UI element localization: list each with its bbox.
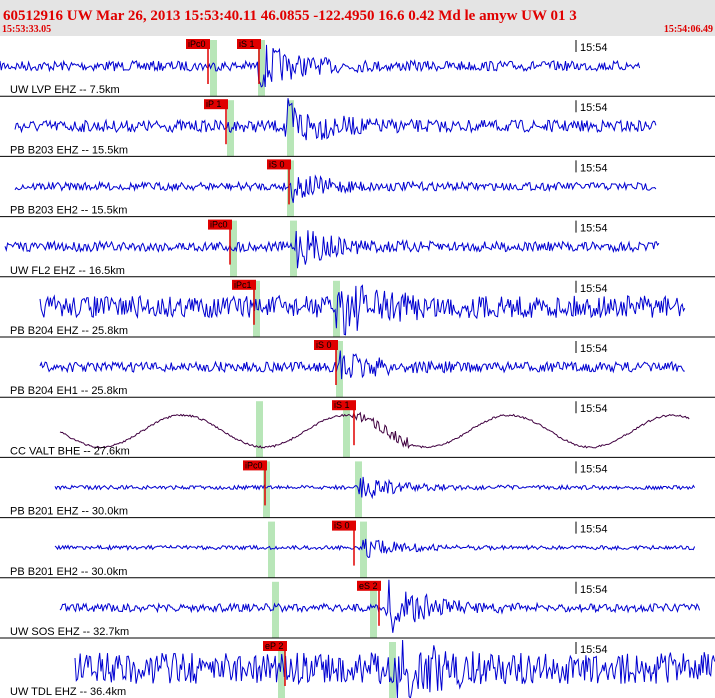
phase-window [272,581,279,638]
time-label: 15:54 [580,524,608,536]
phase-window [230,220,237,277]
time-label: 15:54 [580,343,608,355]
waveform [54,476,696,500]
station-label: PB B204 EHZ -- 25.8km [10,325,128,337]
event-title: 60512916 UW Mar 26, 2013 15:53:40.11 46.… [3,8,577,24]
time-label: 15:54 [580,42,608,54]
time-label: 15:54 [580,584,608,596]
pick-box [267,159,291,170]
waveform [14,98,657,141]
phase-window [278,642,285,698]
pick-box [357,580,381,591]
pick-label: eP 2 [265,641,283,651]
waveform [54,538,696,558]
phase-window [287,100,294,157]
pick-box [186,39,210,49]
phase-window [290,220,297,277]
phase-window [370,581,377,638]
station-label: UW SOS EHZ -- 32.7km [10,626,129,638]
pick-label: iPc0 [188,39,206,49]
phase-window [210,40,217,97]
phase-window [360,521,367,578]
phase-window [343,401,350,458]
pick-label: iPc0 [210,220,228,230]
time-label: 15:54 [580,162,608,174]
time-label: 15:54 [580,403,608,415]
time-label: 15:54 [580,102,608,114]
phase-window [253,280,260,337]
pick-box [332,400,356,411]
waveform [59,411,690,450]
phase-window [389,642,396,698]
waveform [4,230,660,269]
pick-label: iPc1 [234,280,252,290]
pick-box [314,340,338,350]
end-time: 15:54:06.49 [664,24,713,35]
pick-label: iS 1 [334,400,350,410]
pick-box [237,39,261,49]
pick-label: iP 1 [206,99,221,109]
station-label: UW LVP EHZ -- 7.5km [10,84,120,96]
waveform [74,639,715,698]
time-label: 15:54 [580,223,608,235]
waveform [59,579,701,633]
time-label: 15:54 [580,283,608,295]
pick-box [243,460,267,471]
station-label: PB B203 EH2 -- 15.5km [10,205,127,217]
pick-box [332,520,356,531]
phase-window [268,521,275,578]
header-bar [0,0,715,36]
waveform [39,284,686,336]
time-label: 15:54 [580,463,608,475]
pick-box [204,99,228,110]
waveform [14,174,657,203]
station-label: PB B201 EH2 -- 30.0km [10,566,127,578]
phase-window [258,40,265,97]
time-label: 15:54 [580,644,608,656]
pick-label: iPc0 [245,460,263,470]
phase-window [256,401,263,458]
phase-window [336,341,343,398]
phase-window [333,280,340,337]
pick-label: eS 2 [359,581,378,591]
pick-box [208,219,232,230]
phase-window [263,461,270,518]
phase-window [227,100,234,157]
pick-box [263,641,287,651]
station-label: UW FL2 EHZ -- 16.5km [10,265,125,277]
start-time: 15:53:33.05 [2,24,51,35]
waveform [0,44,641,88]
station-label: UW TDL EHZ -- 36.4km [10,686,126,698]
pick-box [232,279,256,290]
pick-label: iS 0 [334,521,350,531]
pick-label: iS 0 [316,340,332,350]
pick-label: iS 1 [239,39,255,49]
station-label: PB B203 EHZ -- 15.5km [10,144,128,156]
station-label: PB B204 EH1 -- 25.8km [10,385,127,397]
station-label: CC VALT BHE -- 27.6km [10,445,130,457]
waveform [39,350,685,380]
station-label: PB B201 EHZ -- 30.0km [10,506,128,518]
pick-label: iS 0 [269,159,285,169]
phase-window [287,160,294,217]
